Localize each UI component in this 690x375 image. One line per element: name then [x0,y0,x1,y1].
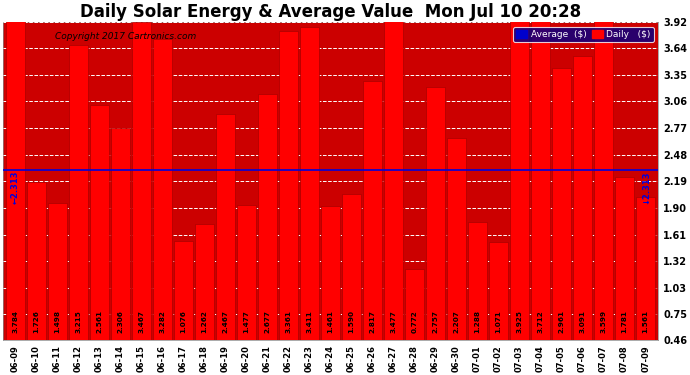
Text: 0.772: 0.772 [411,310,417,333]
Bar [90,105,109,340]
Legend: Average  ($), Daily   ($): Average ($), Daily ($) [513,27,653,42]
Text: 2.306: 2.306 [117,310,124,333]
Text: 1.288: 1.288 [475,310,480,333]
Bar [342,194,361,340]
Text: 3.784: 3.784 [12,310,19,333]
Text: 3.467: 3.467 [139,310,144,333]
Bar [48,202,67,340]
Text: 3.477: 3.477 [391,310,397,333]
Bar [6,0,25,340]
Bar [405,269,424,340]
Text: ←2.313: ←2.313 [10,170,19,204]
Text: 1.076: 1.076 [181,310,186,333]
Text: 3.712: 3.712 [538,310,544,333]
Bar [489,242,509,340]
Bar [27,182,46,340]
Bar [69,45,88,340]
Bar [300,27,319,341]
Bar [531,0,550,340]
Bar [258,94,277,340]
Title: Daily Solar Energy & Average Value  Mon Jul 10 20:28: Daily Solar Energy & Average Value Mon J… [80,3,581,21]
Text: 3.925: 3.925 [517,310,522,333]
Bar [195,224,214,340]
Bar [237,205,256,340]
Bar [636,197,656,340]
Bar [594,9,613,340]
Text: 1.461: 1.461 [328,310,333,333]
Text: 2.677: 2.677 [264,310,270,333]
Text: 2.561: 2.561 [97,310,102,333]
Text: Copyright 2017 Cartronics.com: Copyright 2017 Cartronics.com [55,32,197,41]
Bar [174,242,193,340]
Bar [447,138,466,340]
Bar [573,56,592,340]
Text: 1.262: 1.262 [201,310,208,333]
Text: 1.726: 1.726 [33,310,39,333]
Bar [426,87,445,340]
Text: 3.091: 3.091 [580,310,586,333]
Text: 3.215: 3.215 [75,310,81,333]
Text: 3.361: 3.361 [286,310,291,333]
Text: 1.498: 1.498 [55,310,61,333]
Text: 3.411: 3.411 [306,310,313,333]
Bar [615,177,634,340]
Text: 2.961: 2.961 [559,310,564,333]
Bar [363,81,382,340]
Bar [111,128,130,340]
Text: 1.561: 1.561 [642,310,649,333]
Bar [552,68,571,340]
Text: 1.071: 1.071 [495,310,502,333]
Bar [321,206,340,340]
Text: 1.477: 1.477 [244,310,250,333]
Bar [152,39,172,340]
Bar [384,21,403,340]
Bar [132,22,151,340]
Text: 3.599: 3.599 [600,310,607,333]
Text: 3.282: 3.282 [159,310,166,333]
Text: 2.207: 2.207 [453,310,460,333]
Bar [468,222,487,340]
Text: 1.590: 1.590 [348,310,355,333]
Text: 1.781: 1.781 [622,310,628,333]
Text: 2.817: 2.817 [370,310,375,333]
Bar [216,114,235,340]
Text: 2.757: 2.757 [433,310,439,333]
Text: 2.467: 2.467 [222,310,228,333]
Bar [279,32,298,340]
Bar [510,0,529,340]
Text: ↓2.313: ↓2.313 [642,170,651,204]
